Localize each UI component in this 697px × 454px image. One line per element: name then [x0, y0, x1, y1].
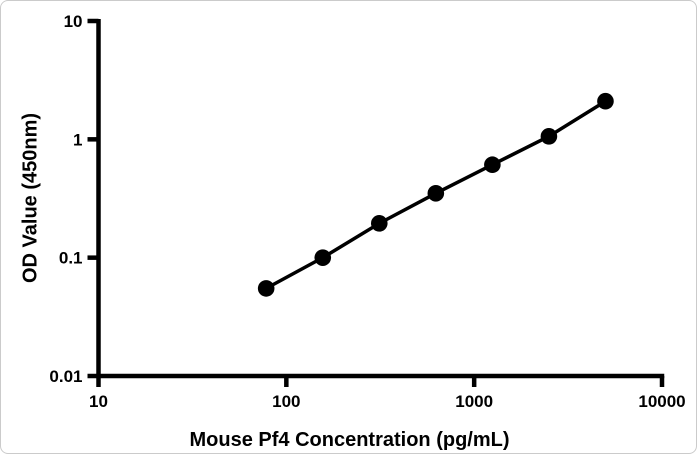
x-tick-label: 100 — [272, 392, 300, 411]
y-axis-title: OD Value (450nm) — [19, 112, 42, 284]
y-tick-label: 0.1 — [59, 249, 83, 268]
x-tick-label: 10000 — [638, 392, 685, 411]
data-point-marker — [597, 92, 614, 110]
data-point-marker — [484, 156, 501, 174]
data-point-marker — [427, 184, 445, 202]
y-tick-label: 1 — [73, 130, 82, 149]
data-point-marker — [370, 215, 388, 232]
y-tick-label: 10 — [64, 12, 83, 31]
x-axis-title: Mouse Pf4 Concentration (pg/mL) — [189, 429, 510, 451]
data-point-marker — [257, 280, 275, 297]
x-tick-label: 10 — [89, 392, 108, 411]
data-point-marker — [540, 128, 558, 145]
y-tick-label: 0.01 — [49, 367, 82, 386]
data-point-marker — [314, 249, 332, 266]
x-tick-label: 1000 — [455, 392, 493, 411]
